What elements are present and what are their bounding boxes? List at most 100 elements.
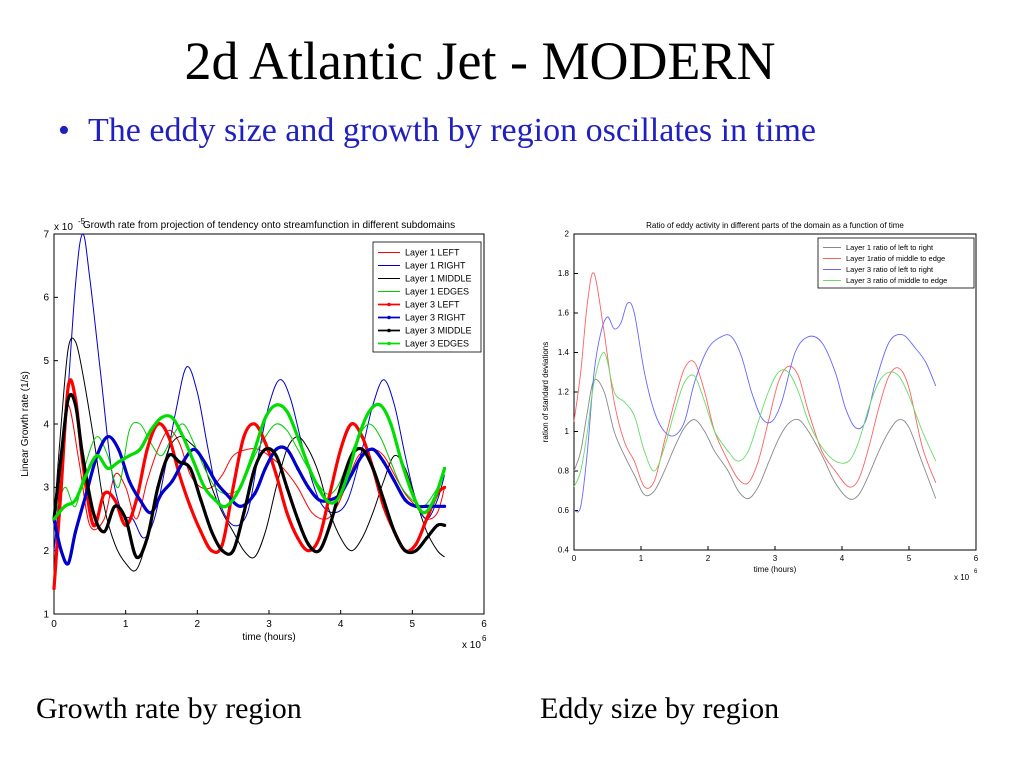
series-point [134, 498, 139, 502]
series-point [414, 542, 418, 546]
series-point [306, 485, 311, 489]
x-axis-label: time (hours) [754, 565, 797, 574]
series-point [360, 435, 364, 439]
chart-title: Growth rate from projection of tendency … [83, 220, 455, 231]
series-point [52, 587, 56, 591]
x-tick-label: 4 [840, 554, 845, 563]
y-tick-label: 0.6 [558, 506, 570, 515]
legend-marker [387, 315, 391, 320]
x-tick-label: 1 [639, 554, 644, 563]
series-line-4 [573, 352, 937, 487]
series-point [170, 416, 174, 420]
x-tick-label: 6 [974, 554, 979, 563]
series-point [324, 498, 328, 502]
series-point [367, 409, 371, 413]
series-point [296, 536, 300, 540]
series-point [274, 473, 278, 477]
x-tick-label: 3 [266, 619, 272, 630]
series-point [296, 517, 300, 521]
y-tick-label: 2 [565, 230, 570, 239]
series-point [127, 479, 131, 483]
series-point [389, 422, 393, 426]
y-tick-label: 1 [565, 427, 570, 436]
series-point [84, 473, 88, 477]
series-point [59, 485, 63, 489]
series-point [414, 549, 418, 553]
legend-label: Layer 3 LEFT [405, 300, 460, 310]
growth-rate-chart: Growth rate from projection of tendency … [20, 217, 487, 651]
series-point [371, 466, 375, 470]
x-axis-label: time (hours) [242, 632, 295, 643]
series-point [346, 473, 350, 477]
slide-title: 2d Atlantic Jet - MODERN [184, 31, 776, 91]
series-point [442, 466, 447, 470]
series-point [285, 511, 289, 515]
series-point [263, 466, 268, 470]
legend-label: Layer 1 MIDDLE [405, 274, 472, 284]
x-tick-label: 0 [51, 619, 57, 630]
series-point [102, 492, 106, 496]
series-point [253, 492, 257, 496]
series-point [124, 517, 128, 521]
caption-eddy-size: Eddy size by region [540, 692, 780, 725]
series-point [410, 492, 414, 496]
series-point [91, 523, 96, 527]
series-point [285, 409, 289, 413]
x-tick-label: 3 [773, 554, 778, 563]
legend-label: Layer 1 EDGES [405, 287, 469, 297]
series-point [224, 492, 228, 496]
series-point [59, 454, 63, 458]
series-point [106, 435, 110, 439]
series-point [371, 447, 375, 451]
x-tick-label: 6 [481, 619, 487, 630]
series-point [253, 447, 257, 451]
series-point [116, 460, 121, 464]
series-line-2 [573, 272, 937, 489]
y-tick-label: 7 [43, 229, 49, 240]
series-point [421, 511, 425, 515]
series-point [220, 542, 225, 546]
series-point [202, 460, 207, 464]
series-point [242, 511, 246, 515]
series-point [274, 447, 278, 451]
y-multiplier: x 10 [54, 222, 73, 233]
series-point [435, 504, 440, 508]
series-point [210, 530, 214, 534]
series-point [73, 530, 78, 534]
series-point [378, 403, 382, 407]
series-point [317, 536, 321, 540]
series-point [177, 473, 182, 477]
bullet-text: The eddy size and growth by region oscil… [88, 112, 816, 149]
series-point [73, 498, 78, 502]
x-tick-label: 0 [572, 554, 577, 563]
x-multiplier-exponent: 6 [974, 569, 978, 575]
y-tick-label: 0.8 [558, 467, 570, 476]
legend-label: Layer 3 ratio of left to right [846, 265, 934, 274]
y-tick-label: 3 [43, 483, 49, 494]
y-tick-label: 0.4 [558, 546, 570, 555]
series-point [253, 466, 257, 470]
series-point [425, 536, 429, 540]
series-point [349, 422, 354, 426]
series-point [274, 454, 278, 458]
series-point [349, 473, 354, 477]
legend-marker [387, 302, 391, 307]
series-point [296, 466, 300, 470]
series-point [188, 504, 192, 508]
eddy-ratio-chart: Ratio of eddy activity in different part… [541, 221, 979, 582]
series-point [306, 542, 311, 546]
legend-label: Layer 1ratio of middle to edge [846, 254, 945, 263]
y-tick-label: 1.6 [558, 309, 570, 318]
legend-label: Layer 3 RIGHT [405, 313, 466, 323]
y-tick-label: 6 [43, 293, 49, 304]
series-point [242, 435, 246, 439]
series-point [382, 498, 386, 502]
series-point [231, 549, 235, 553]
series-point [238, 504, 242, 508]
series-point [213, 498, 217, 502]
series-point [220, 549, 225, 553]
series-point [138, 498, 142, 502]
series-point [263, 416, 268, 420]
series-point [73, 403, 78, 407]
series-line-3 [573, 301, 937, 513]
